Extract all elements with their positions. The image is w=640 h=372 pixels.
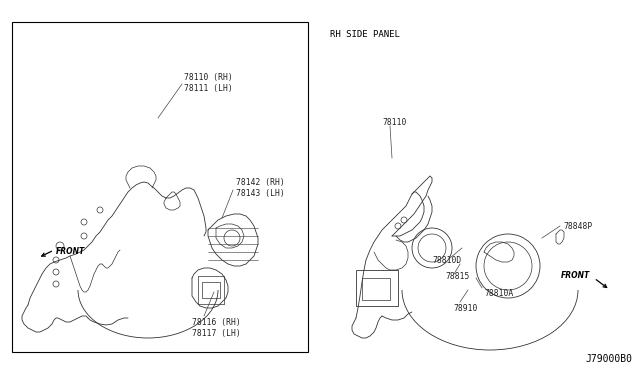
Text: 78910: 78910 xyxy=(453,304,477,313)
Bar xyxy=(356,270,398,306)
Bar xyxy=(202,282,220,298)
Text: RH SIDE PANEL: RH SIDE PANEL xyxy=(330,30,400,39)
Text: 78142 (RH): 78142 (RH) xyxy=(236,178,285,187)
Text: 78143 (LH): 78143 (LH) xyxy=(236,189,285,198)
Text: 78111 (LH): 78111 (LH) xyxy=(184,84,233,93)
Text: J79000B0: J79000B0 xyxy=(585,354,632,364)
Text: 78848P: 78848P xyxy=(563,222,592,231)
Text: FRONT: FRONT xyxy=(561,272,590,280)
Text: 78810A: 78810A xyxy=(484,289,513,298)
Text: 78810D: 78810D xyxy=(432,256,461,265)
Text: 78815: 78815 xyxy=(445,272,469,281)
Bar xyxy=(12,22,308,352)
Text: 78117 (LH): 78117 (LH) xyxy=(192,329,241,338)
Text: 78110 (RH): 78110 (RH) xyxy=(184,73,233,82)
Text: 78116 (RH): 78116 (RH) xyxy=(192,318,241,327)
Bar xyxy=(362,278,390,300)
Text: 78110: 78110 xyxy=(382,118,406,127)
Text: FRONT: FRONT xyxy=(56,247,85,256)
